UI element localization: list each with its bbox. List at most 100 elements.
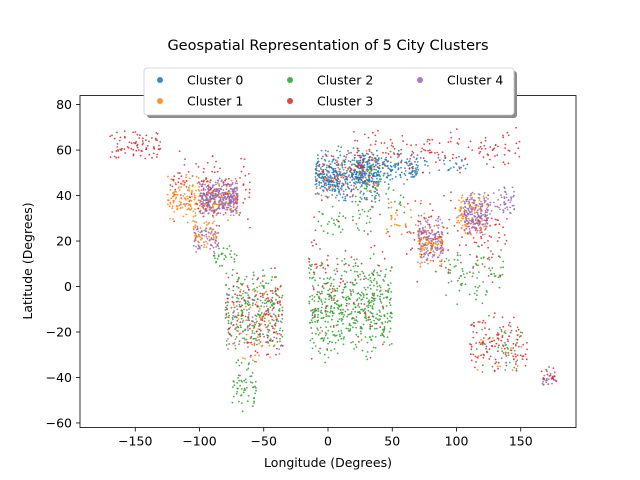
data-point	[385, 305, 388, 307]
data-point	[367, 210, 370, 213]
data-point	[485, 225, 487, 228]
data-point	[506, 206, 508, 209]
data-point	[279, 304, 282, 306]
data-point	[435, 242, 437, 245]
data-point	[247, 363, 250, 366]
data-point	[195, 163, 198, 165]
data-point	[346, 153, 348, 156]
data-point	[263, 274, 266, 277]
data-point	[205, 201, 208, 204]
data-point	[261, 301, 264, 304]
data-point	[495, 361, 498, 363]
data-point	[236, 272, 239, 275]
data-point	[393, 200, 396, 203]
data-point	[155, 132, 158, 134]
data-point	[367, 319, 370, 321]
data-point	[327, 188, 330, 191]
data-point	[132, 154, 135, 157]
data-point	[421, 226, 424, 229]
data-point	[276, 318, 278, 321]
data-point	[268, 344, 271, 347]
data-point	[313, 300, 316, 302]
data-point	[315, 263, 318, 265]
data-point	[390, 225, 393, 227]
data-point	[202, 193, 205, 195]
data-point	[387, 206, 390, 209]
data-point	[390, 144, 393, 147]
data-point	[510, 197, 513, 200]
legend-item: Cluster 4	[417, 73, 503, 88]
data-point	[484, 219, 487, 222]
data-point	[343, 314, 345, 316]
data-point	[361, 298, 364, 300]
data-point	[391, 177, 394, 180]
data-point	[157, 148, 160, 151]
data-point	[486, 350, 488, 353]
data-point	[342, 280, 345, 283]
data-point	[311, 244, 314, 247]
data-point	[448, 259, 450, 262]
data-point	[198, 241, 200, 244]
data-point	[481, 223, 483, 226]
data-point	[356, 181, 359, 184]
data-point	[389, 161, 392, 164]
data-point	[541, 378, 544, 380]
data-point	[502, 211, 505, 214]
data-point	[490, 236, 492, 238]
data-point	[487, 194, 490, 197]
data-point	[339, 231, 342, 234]
data-point	[484, 215, 487, 217]
data-point	[244, 378, 247, 381]
data-point	[482, 319, 485, 322]
data-point	[406, 158, 409, 161]
data-point	[429, 149, 431, 152]
data-point	[387, 289, 390, 292]
data-point	[263, 320, 266, 323]
data-point	[210, 231, 213, 233]
data-point	[334, 341, 337, 344]
data-point	[425, 230, 428, 233]
data-point	[225, 283, 228, 286]
data-point	[313, 239, 316, 242]
data-point	[334, 159, 337, 162]
data-point	[419, 223, 422, 225]
data-point	[321, 185, 323, 188]
data-point	[426, 257, 429, 260]
data-point	[236, 194, 239, 197]
data-point	[242, 391, 245, 394]
data-point	[338, 318, 341, 321]
data-point	[423, 249, 426, 251]
data-point	[329, 310, 332, 312]
data-point	[240, 294, 243, 297]
data-point	[368, 150, 371, 153]
legend-label: Cluster 4	[447, 73, 503, 88]
data-point	[425, 252, 427, 254]
data-point	[192, 228, 195, 231]
data-point	[369, 277, 372, 279]
data-point	[359, 186, 362, 189]
data-point	[542, 380, 544, 383]
data-point	[204, 195, 207, 198]
data-point	[431, 237, 433, 240]
data-point	[210, 193, 212, 196]
data-point	[395, 224, 398, 226]
data-point	[469, 204, 471, 207]
data-point	[453, 166, 455, 169]
data-point	[490, 256, 493, 259]
data-point	[381, 293, 384, 296]
data-point	[188, 200, 191, 203]
data-point	[321, 262, 324, 265]
data-point	[427, 249, 429, 252]
data-point	[365, 182, 368, 185]
data-point	[128, 141, 131, 144]
data-point	[322, 340, 325, 342]
data-point	[491, 281, 494, 283]
data-point	[227, 189, 230, 192]
data-point	[515, 361, 517, 363]
data-point	[393, 223, 396, 226]
data-point	[361, 349, 364, 352]
data-point	[324, 271, 327, 274]
y-tick-label: −60	[46, 415, 72, 430]
data-point	[510, 199, 513, 201]
data-point	[352, 289, 354, 291]
